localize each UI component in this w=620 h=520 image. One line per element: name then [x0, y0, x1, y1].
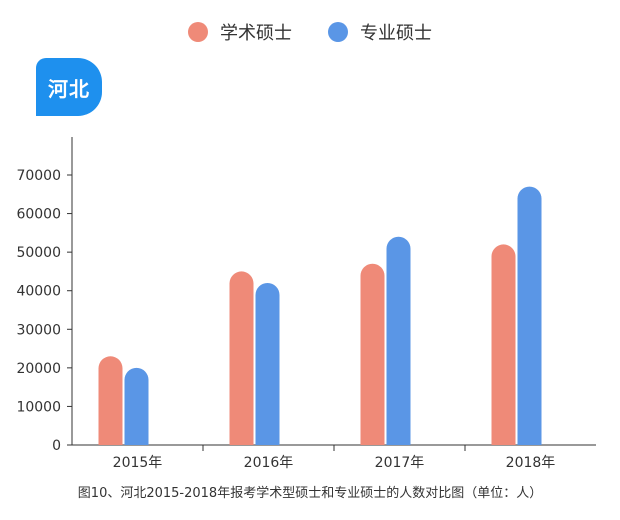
x-tick-label: 2017年: [375, 455, 425, 471]
y-tick-label: 0: [52, 438, 61, 454]
bar-academic: [360, 263, 385, 445]
bar-academic: [98, 356, 123, 445]
y-tick-label: 10000: [16, 399, 61, 415]
x-tick-label: 2015年: [113, 455, 163, 471]
bar-academic: [229, 271, 254, 445]
y-tick-label: 20000: [16, 361, 61, 377]
legend-item-professional: 专业硕士: [328, 19, 432, 45]
chart-legend: 学术硕士 专业硕士: [0, 18, 620, 46]
bar-professional: [124, 367, 149, 445]
y-tick-label: 60000: [16, 207, 61, 223]
y-tick-label: 40000: [16, 284, 61, 300]
x-tick-label: 2018年: [506, 455, 556, 471]
y-tick-label: 30000: [16, 322, 61, 338]
legend-label-academic: 学术硕士: [220, 23, 292, 44]
legend-swatch-academic: [188, 22, 208, 42]
chart-caption: 图10、河北2015-2018年报考学术型硕士和专业硕士的人数对比图（单位：人）: [77, 486, 543, 501]
bar-professional: [255, 283, 280, 445]
bar-professional: [386, 236, 411, 445]
region-badge: 河北: [36, 58, 102, 116]
legend-item-academic: 学术硕士: [188, 19, 292, 45]
bar-academic: [491, 244, 516, 445]
x-tick-label: 2016年: [244, 455, 294, 471]
bar-professional: [517, 186, 542, 446]
y-tick-label: 70000: [16, 168, 61, 184]
legend-label-professional: 专业硕士: [360, 23, 432, 44]
y-tick-label: 50000: [16, 245, 61, 261]
legend-swatch-professional: [328, 22, 348, 42]
